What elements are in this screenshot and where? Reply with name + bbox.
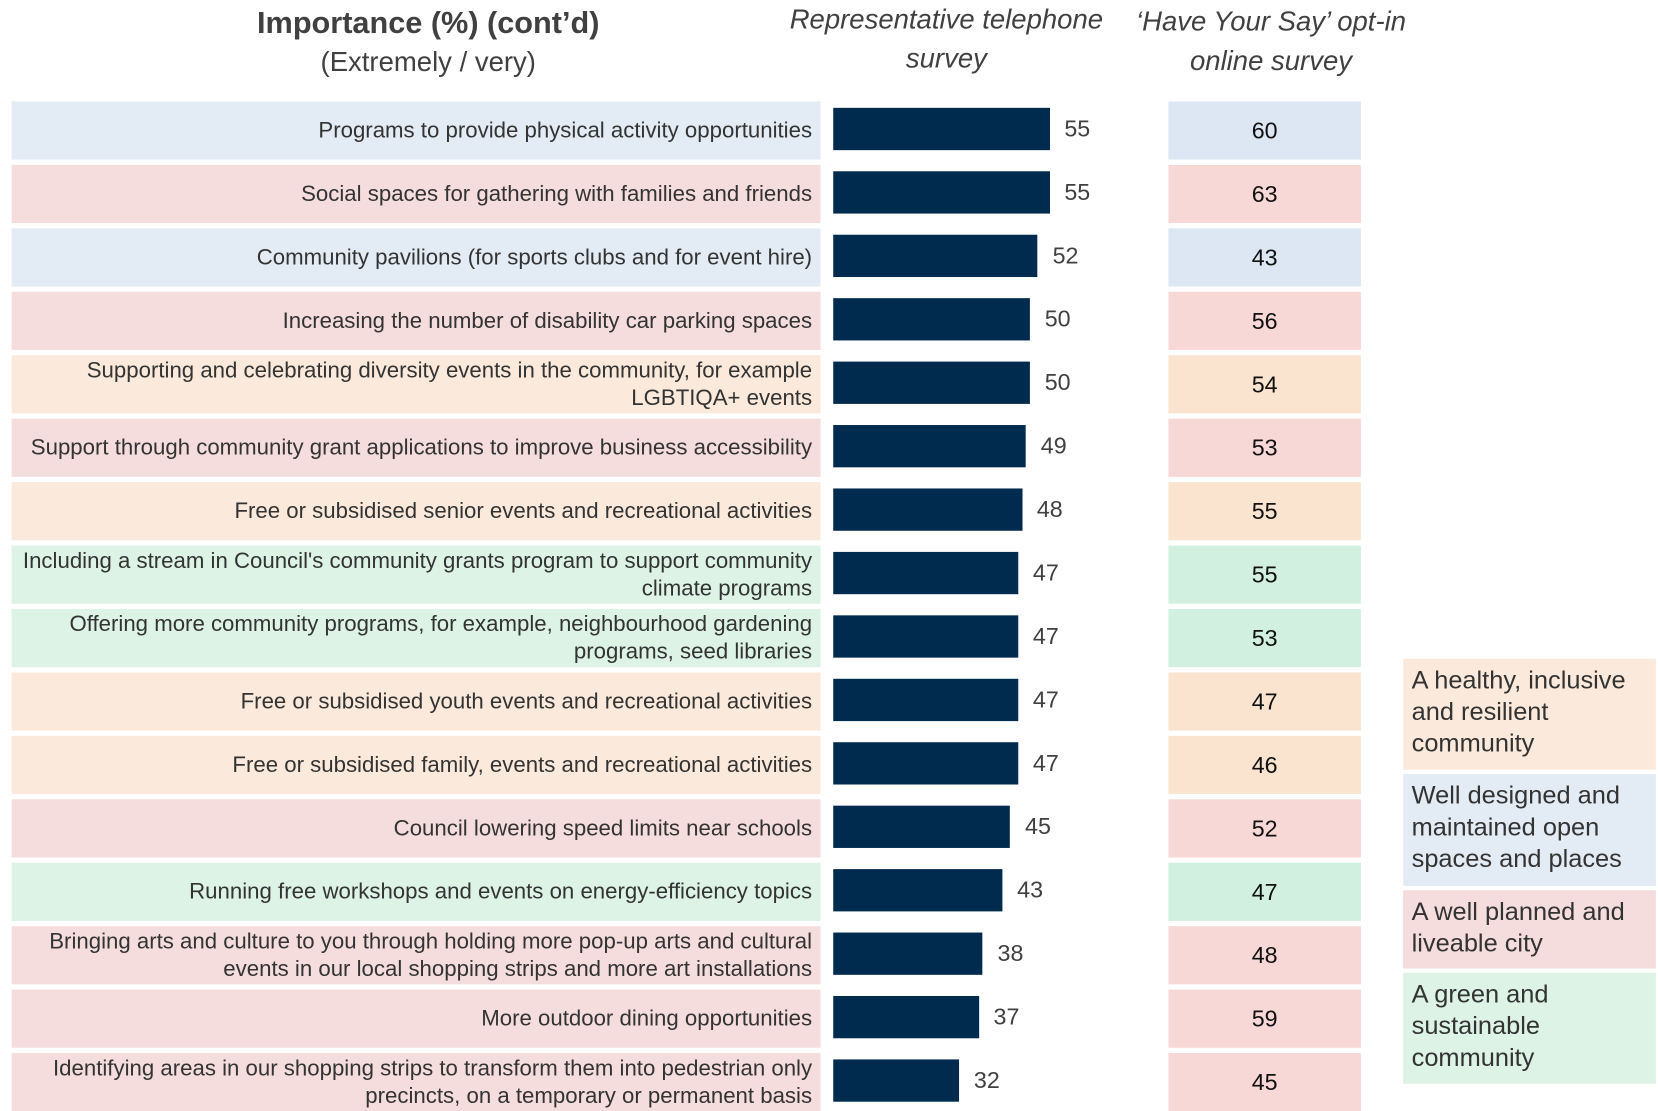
category-label: Including a stream in Council's communit…	[11, 545, 821, 604]
bar	[833, 488, 1023, 531]
online-value: 60	[1168, 101, 1361, 160]
online-value: 47	[1168, 862, 1361, 921]
legend-entry: A green and sustainable community	[1403, 972, 1656, 1084]
bar	[833, 425, 1026, 468]
value-label: 49	[1040, 432, 1067, 459]
online-value: 47	[1168, 672, 1361, 731]
bar	[833, 361, 1030, 404]
online-value: 53	[1168, 609, 1361, 668]
column-header: Representative telephone survey	[789, 3, 1104, 75]
value-label: 38	[997, 939, 1024, 967]
value-label: 55	[1064, 115, 1091, 142]
value-label: 55	[1064, 178, 1091, 206]
legend-entry: Well designed and maintained open spaces…	[1403, 773, 1656, 887]
category-label: Free or subsidised senior events and rec…	[11, 482, 821, 541]
value-label: 50	[1044, 368, 1071, 396]
value-label: 47	[1032, 622, 1059, 650]
category-label: Identifying areas in our shopping strips…	[11, 1053, 821, 1111]
bar	[833, 234, 1038, 278]
bar	[833, 678, 1019, 722]
value-label: 50	[1044, 305, 1071, 332]
value-label: 45	[1025, 813, 1051, 840]
category-label: Running free workshops and events on ene…	[11, 862, 821, 921]
online-value: 59	[1168, 989, 1361, 1048]
value-label: 43	[1017, 876, 1044, 903]
bar	[833, 932, 983, 975]
category-label: Support through community grant applicat…	[11, 418, 821, 477]
online-value: 63	[1168, 164, 1361, 224]
category-label: More outdoor dining opportunities	[11, 989, 821, 1048]
category-label: Supporting and celebrating diversity eve…	[11, 355, 821, 414]
bar	[833, 107, 1050, 151]
value-label: 48	[1036, 495, 1063, 523]
value-label: 47	[1032, 749, 1059, 777]
online-value: 53	[1168, 418, 1361, 477]
category-label: Increasing the number of disability car …	[11, 291, 821, 350]
bar	[833, 869, 1003, 912]
bar	[833, 615, 1019, 658]
value-label: 47	[1032, 686, 1059, 713]
bar	[833, 298, 1030, 341]
category-label: Offering more community programs, for ex…	[11, 609, 821, 668]
bar	[833, 551, 1019, 595]
online-value: 55	[1168, 482, 1361, 541]
bar	[833, 805, 1011, 848]
legend-entry: A healthy, inclusive and resilient commu…	[1403, 658, 1656, 770]
chart-subtitle: (Extremely / very)	[320, 45, 536, 78]
bar	[833, 995, 979, 1039]
category-label: Free or subsidised youth events and recr…	[11, 672, 821, 731]
online-value: 54	[1168, 355, 1361, 414]
online-value: 48	[1168, 926, 1361, 985]
value-label: 47	[1032, 559, 1059, 586]
bar	[833, 171, 1050, 214]
category-label: Programs to provide physical activity op…	[11, 101, 821, 160]
online-value: 52	[1168, 799, 1361, 858]
legend-entry: A well planned and liveable city	[1403, 890, 1656, 969]
online-value: 55	[1168, 545, 1361, 604]
column-header: ‘Have Your Say’ opt-in online survey	[1135, 5, 1406, 77]
category-label: Bringing arts and culture to you through…	[11, 926, 821, 985]
online-value: 45	[1168, 1053, 1361, 1111]
category-label: Free or subsidised family, events and re…	[11, 735, 821, 795]
bar	[833, 742, 1019, 785]
bar	[833, 1059, 960, 1102]
category-label: Council lowering speed limits near schoo…	[11, 799, 821, 858]
category-label: Social spaces for gathering with familie…	[11, 164, 821, 224]
value-label: 52	[1052, 242, 1079, 269]
category-label: Community pavilions (for sports clubs an…	[11, 228, 821, 287]
value-label: 32	[973, 1066, 1000, 1094]
online-value: 43	[1168, 228, 1361, 287]
online-value: 56	[1168, 291, 1361, 350]
value-label: 37	[993, 1003, 1020, 1030]
online-value: 46	[1168, 735, 1361, 795]
chart-title: Importance (%) (cont’d)	[257, 6, 600, 41]
